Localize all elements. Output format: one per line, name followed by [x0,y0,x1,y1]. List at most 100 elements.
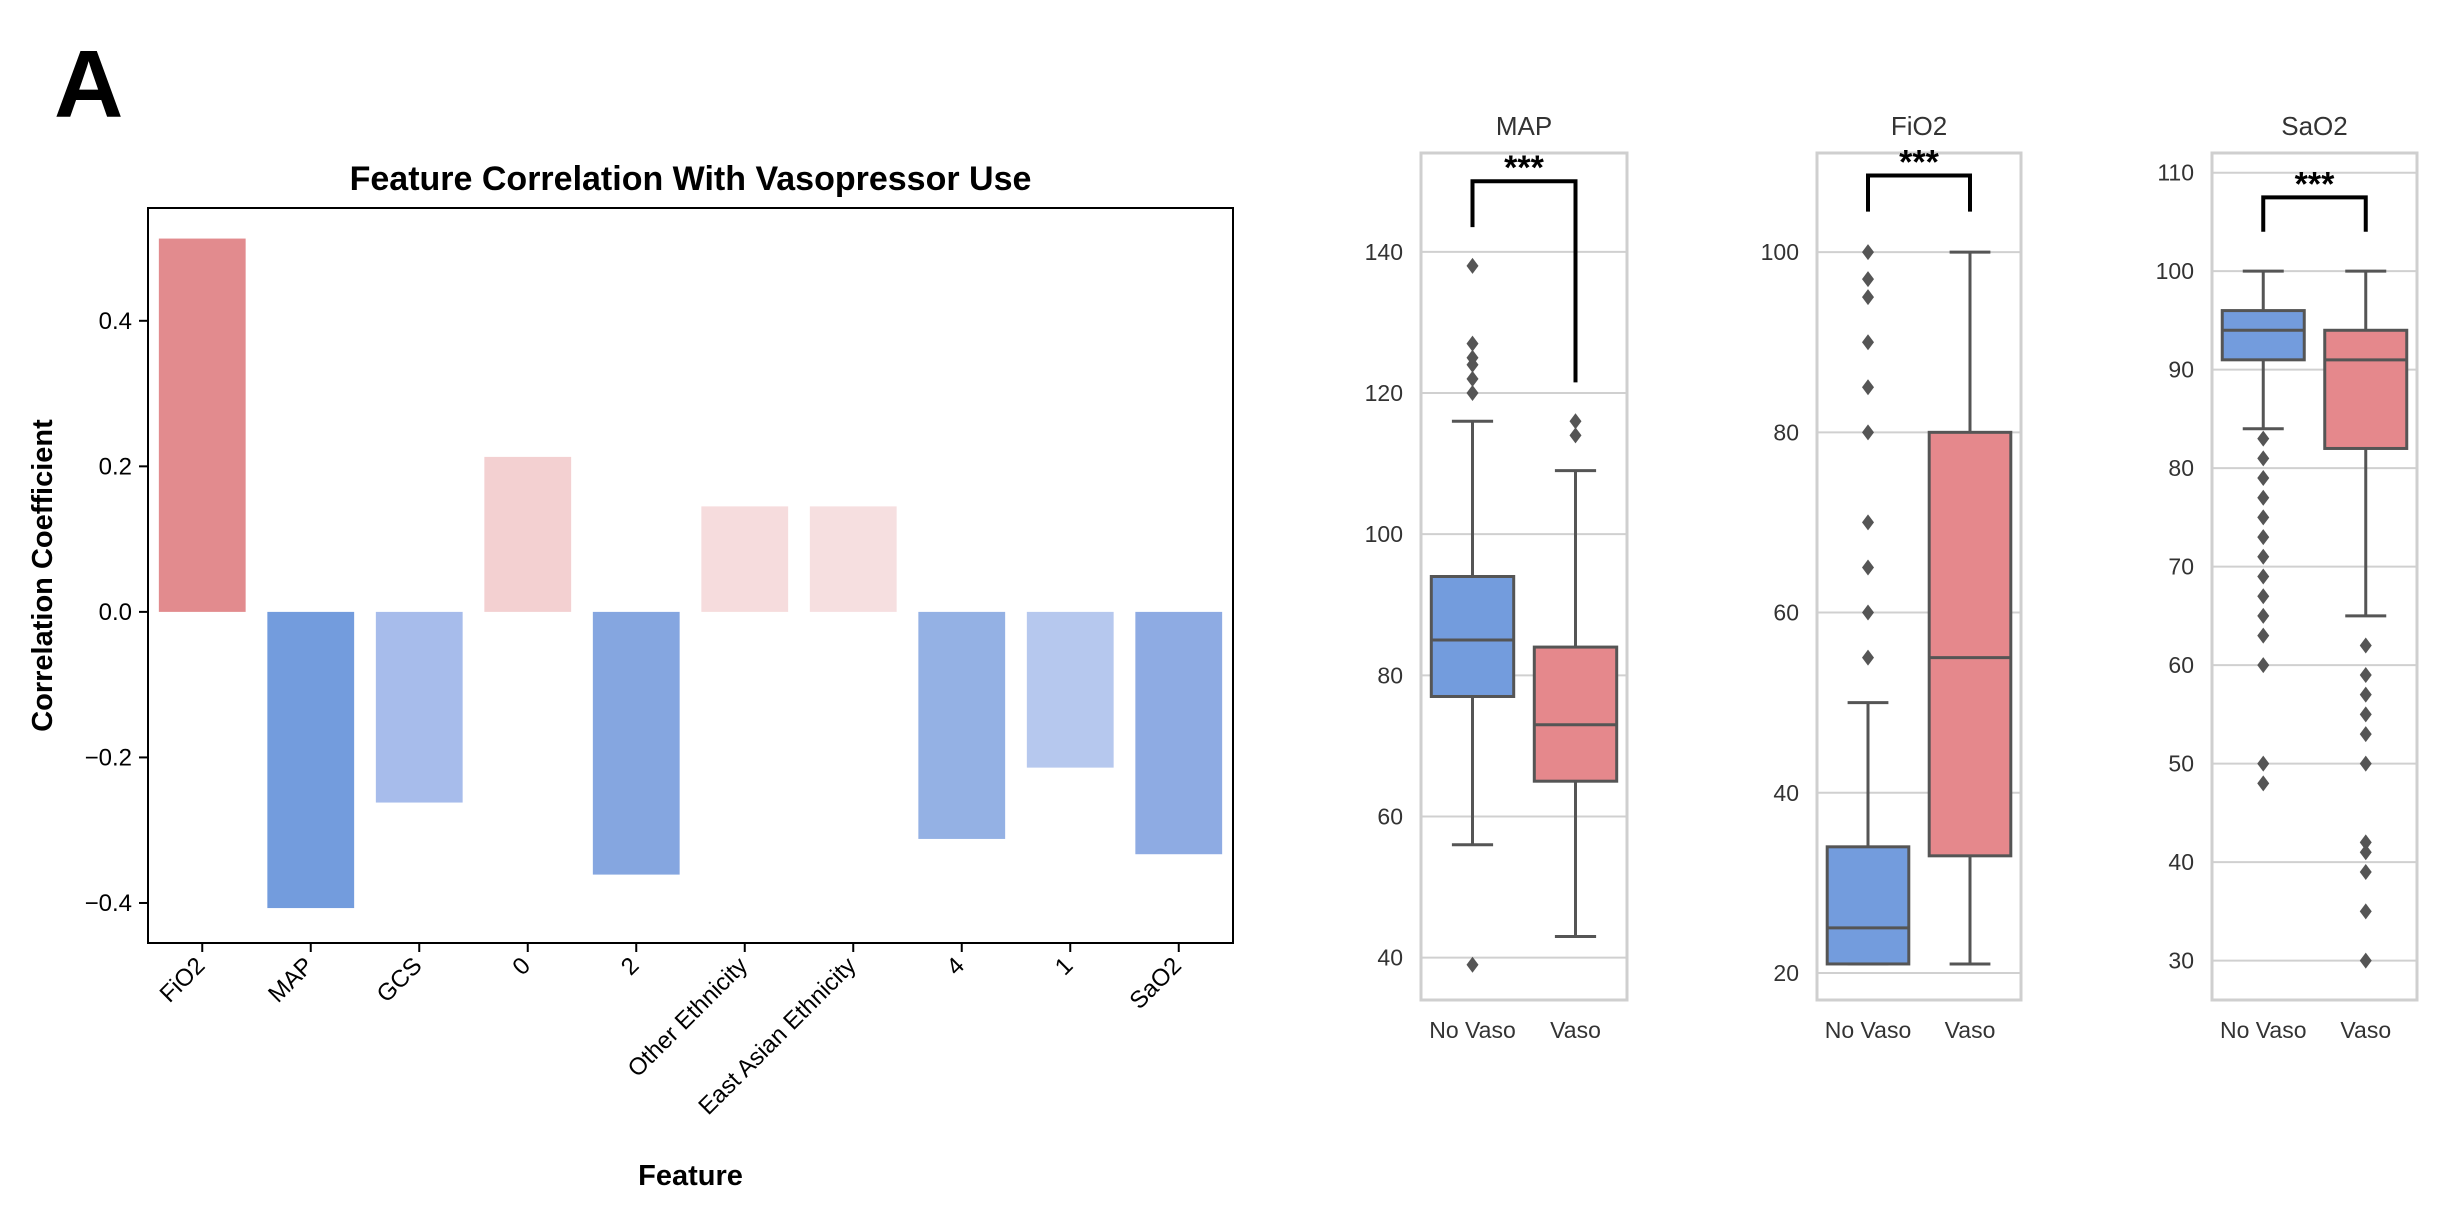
outlier-point [2257,489,2270,506]
y-tick-label: 80 [1773,419,1799,445]
y-tick-label: −0.2 [85,744,132,771]
outlier-point [1466,956,1479,973]
outlier-point [2257,548,2270,565]
outlier-point [1466,257,1479,274]
y-tick-label: 70 [2168,554,2194,580]
box [2220,309,2306,362]
y-tick-label: 80 [2168,455,2194,481]
outlier-point [2257,470,2270,487]
significance-label: *** [1899,144,1939,182]
box [1825,845,1911,966]
outlier-point [2359,952,2372,969]
bar [375,611,463,803]
y-tick-label: 30 [2168,948,2194,974]
significance-label: *** [2295,165,2335,203]
outlier-point [2257,588,2270,605]
outlier-point [2359,834,2372,851]
y-tick-label: 0.0 [99,599,132,626]
box [1927,430,2013,858]
outlier-point [1466,384,1479,401]
outlier-point [2359,844,2372,861]
x-tick-label: 4 [941,952,970,981]
plot-frame [1419,151,1629,1002]
y-tick-label: 20 [1773,960,1799,986]
plot-frame [1815,151,2023,1002]
y-axis-label: Correlation Coefficient [27,419,59,732]
y-tick-label: 100 [1365,521,1403,547]
bar [809,506,897,612]
significance-bracket [1866,173,1972,212]
outlier-point [2257,755,2270,772]
box [1429,575,1516,698]
x-tick-label: GCS [372,952,428,1008]
x-tick-label: 2 [616,952,645,981]
outlier-point [1466,349,1479,366]
plot-frame [2210,151,2419,1002]
outlier-point [1862,334,1874,351]
y-tick-label: 0.2 [99,453,132,480]
outlier-point [2359,666,2372,683]
significance-label: *** [1504,149,1544,187]
outlier-point [2359,637,2372,654]
outlier-point [2359,686,2372,703]
significance-bracket [1470,179,1578,383]
outlier-point [1862,379,1874,396]
y-tick-label: 40 [1773,780,1799,806]
y-tick-label: 80 [1377,662,1403,688]
outlier-point [2359,726,2372,743]
outlier-point [1862,424,1874,441]
x-tick-label: Vaso [1550,1017,1601,1043]
y-tick-label: 90 [2168,357,2194,383]
outlier-point [2359,863,2372,880]
y-tick-label: 100 [2156,258,2194,284]
bar [918,611,1006,839]
outlier-point [2257,568,2270,585]
y-tick-label: 0.4 [99,308,132,335]
outlier-point [2257,657,2270,674]
y-tick-label: 140 [1365,239,1403,265]
outlier-point [1862,604,1874,621]
outlier-point [1569,427,1582,444]
outlier-point [2359,903,2372,920]
y-tick-label: 40 [1377,945,1403,971]
x-tick-label: FiO2 [155,952,211,1008]
x-tick-label: SaO2 [1125,952,1187,1014]
bar [158,238,246,612]
x-axis-label: Feature [638,1160,743,1192]
x-tick-label: Vaso [1945,1017,1996,1043]
outlier-point [2257,450,2270,467]
x-tick-label: No Vaso [1429,1017,1516,1043]
chart-title: SaO2 [2281,111,2348,141]
outlier-point [1862,514,1874,531]
y-tick-label: 60 [1773,600,1799,626]
outlier-point [1862,649,1874,666]
x-tick-label: Vaso [2340,1017,2391,1043]
box-plot-fio2: 20 40 60 80 100 FiO2 No Vaso Vaso *** [1761,111,2023,1043]
x-tick-label: No Vaso [1825,1017,1912,1043]
x-tick-label: 0 [507,952,536,981]
outlier-point [2359,755,2372,772]
bar [1135,611,1223,855]
outlier-point [1862,559,1874,576]
y-tick-label: 60 [1377,803,1403,829]
y-tick-label: 120 [1365,380,1403,406]
box-plot-map: 40 60 80 100 120 140 MAP No Vaso Vaso *** [1365,111,1629,1043]
box-plot-sao2: 30 40 50 60 70 80 90 100 110 SaO2 No Vaso Vaso *** [2156,111,2419,1043]
bar [484,456,572,612]
outlier-point [2359,706,2372,723]
outlier-point [1569,413,1582,430]
outlier-point [2257,775,2270,792]
plot-frame [147,207,1234,944]
outlier-point [1862,244,1874,261]
y-tick-label: 50 [2168,751,2194,777]
outlier-point [2257,529,2270,546]
x-tick-label: MAP [263,952,319,1008]
outlier-point [2257,430,2270,447]
bar [1026,611,1114,768]
y-tick-label: 40 [2168,849,2194,875]
outlier-point [1862,271,1874,288]
y-tick-label: −0.4 [85,890,132,917]
